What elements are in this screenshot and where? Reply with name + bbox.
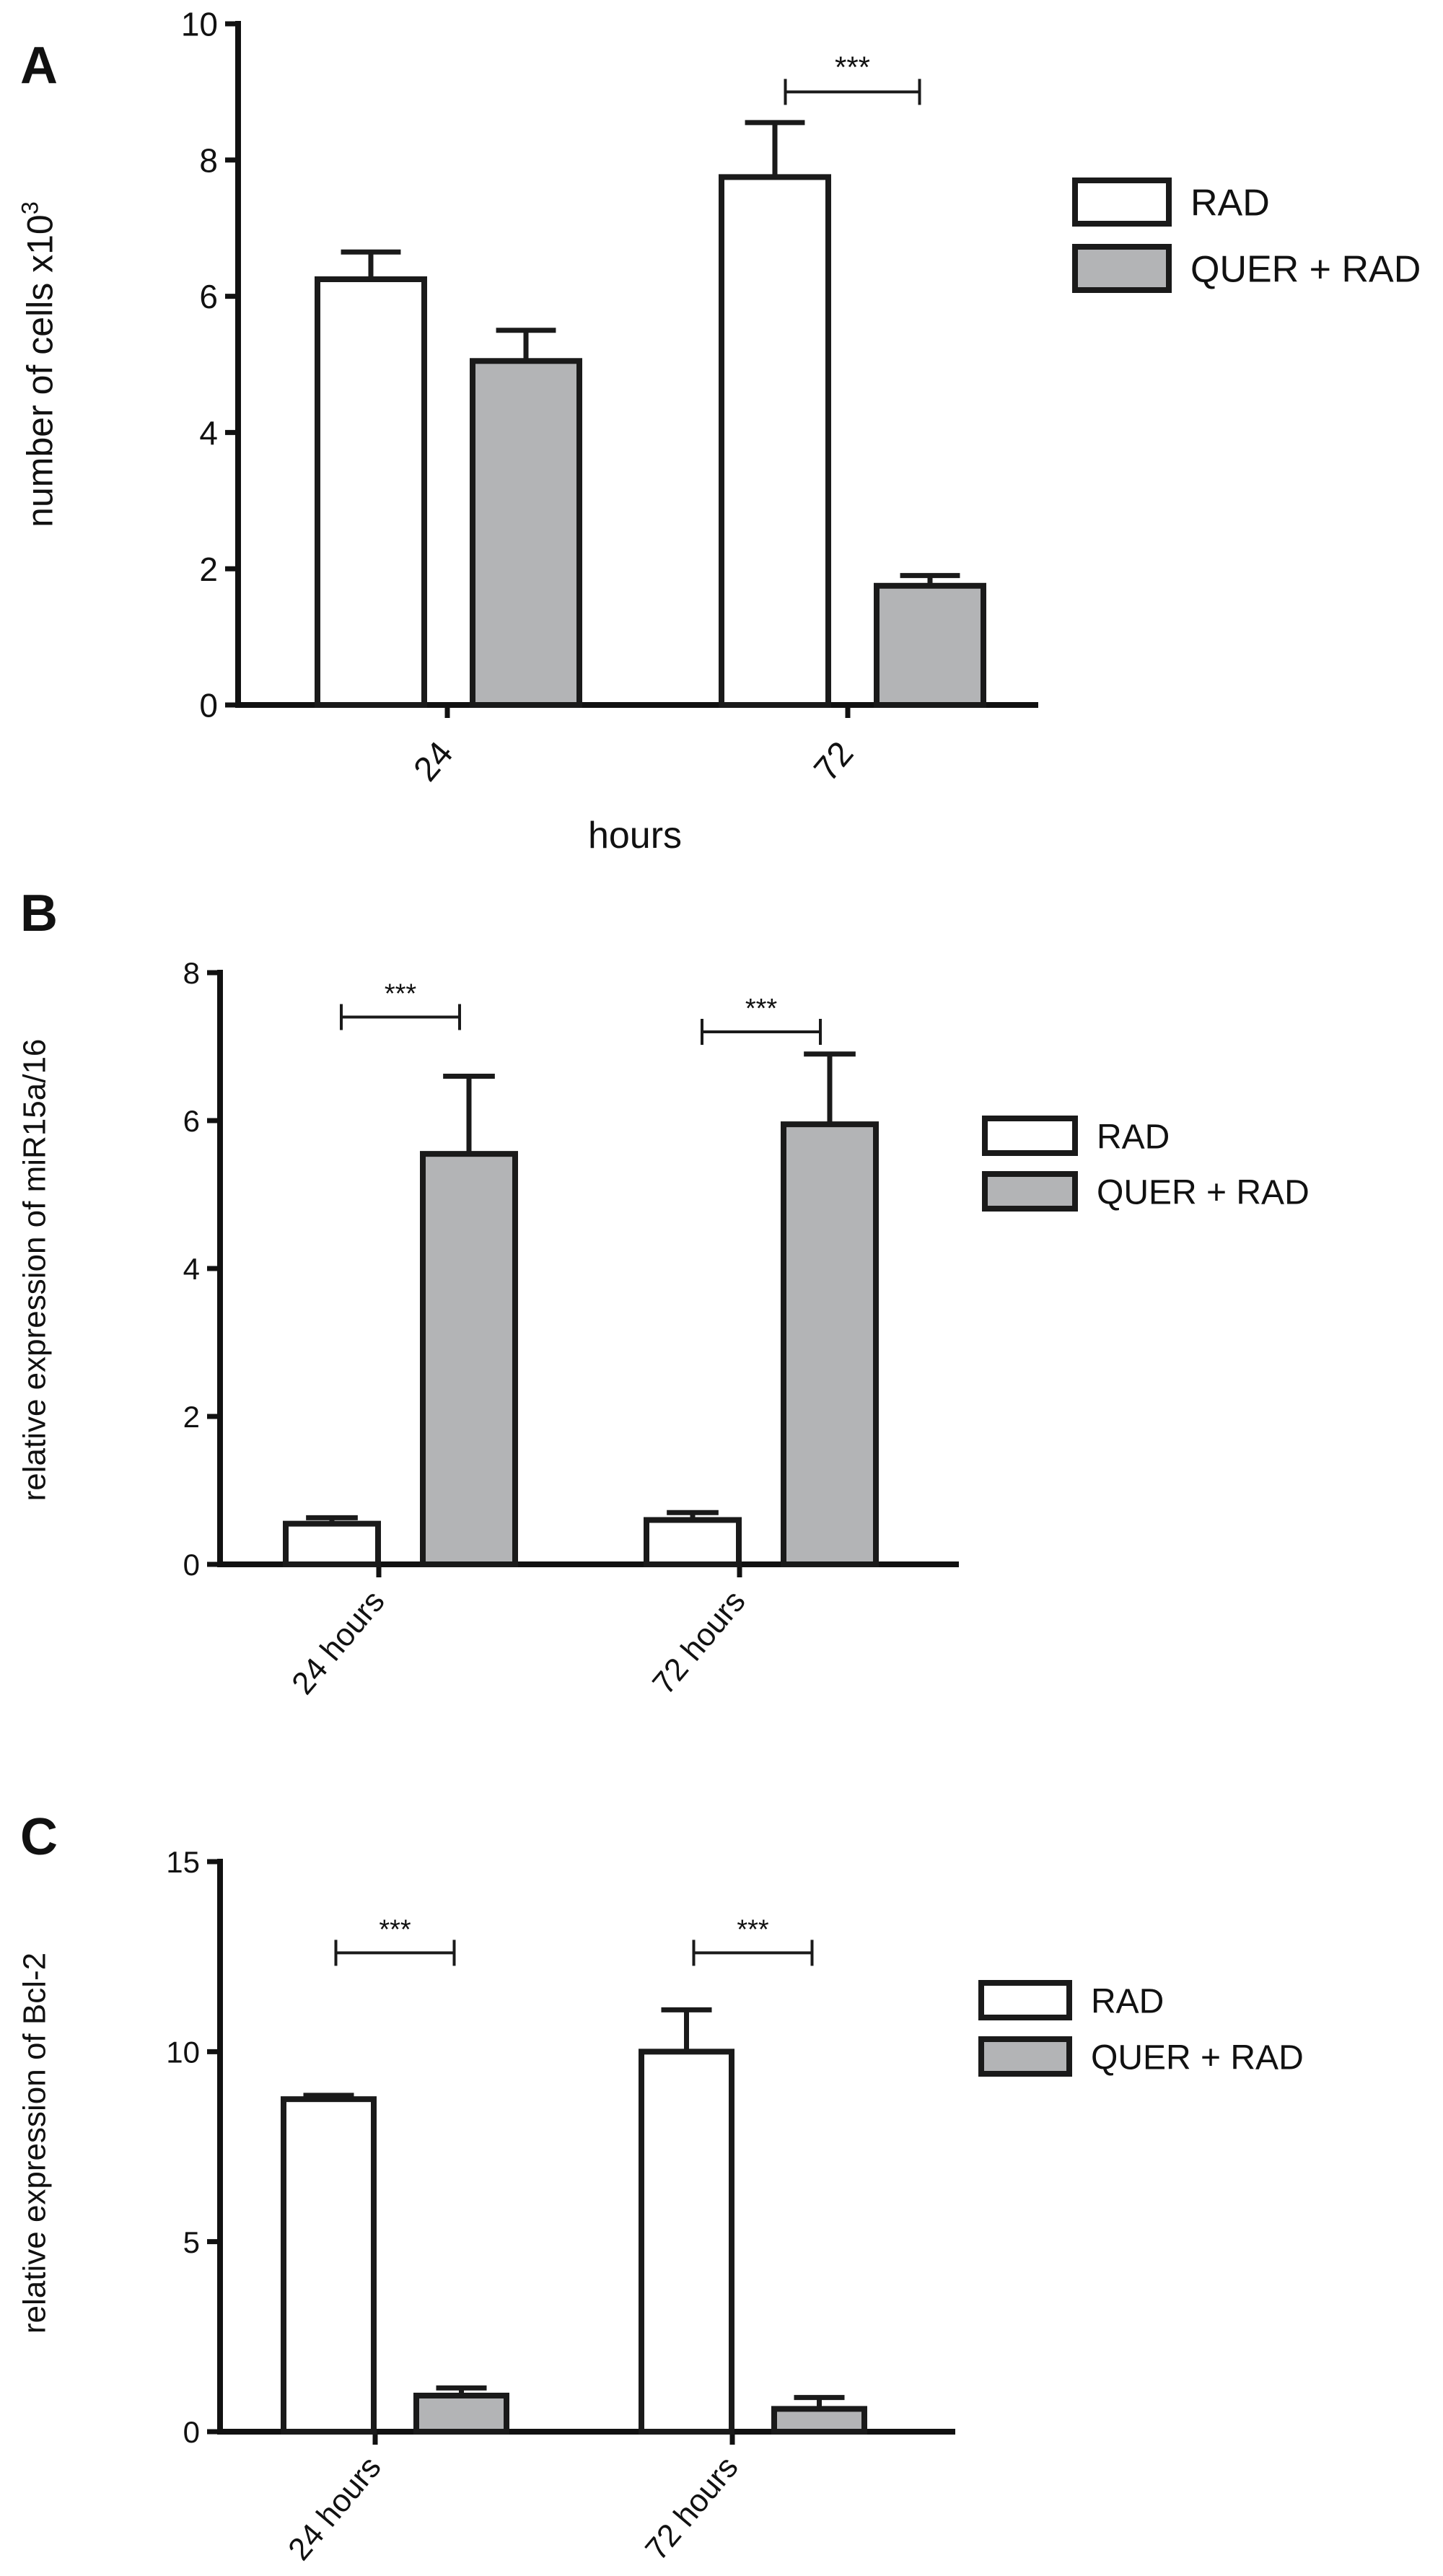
y-axis-label: number of cells x103 bbox=[17, 201, 61, 527]
legend: RAD QUER + RAD bbox=[1072, 178, 1421, 293]
y-tick-label: 2 bbox=[183, 1400, 200, 1434]
bar-quer-rad-24-hours bbox=[413, 2392, 509, 2435]
panel-letter: A bbox=[20, 37, 58, 95]
y-axis-label: relative expression of miR15a/16 bbox=[17, 1039, 52, 1502]
legend-label: RAD bbox=[1190, 183, 1270, 224]
x-tick-label: 24 hours bbox=[285, 1584, 392, 1701]
legend-swatch bbox=[978, 1980, 1072, 2020]
y-tick-label: 8 bbox=[183, 956, 200, 990]
legend-label: QUER + RAD bbox=[1190, 249, 1421, 291]
panel-letter: C bbox=[20, 1808, 58, 1866]
significance-bracket bbox=[701, 1019, 822, 1045]
legend-label: RAD bbox=[1091, 1982, 1164, 2020]
y-tick-label: 0 bbox=[183, 2415, 200, 2449]
y-tick-label: 2 bbox=[199, 551, 218, 588]
bar-rad-72-hours bbox=[639, 2049, 734, 2435]
legend-label: QUER + RAD bbox=[1097, 1173, 1310, 1212]
y-tick-label: 4 bbox=[183, 1252, 200, 1286]
legend-label: RAD bbox=[1097, 1118, 1170, 1156]
significance-bracket bbox=[784, 79, 921, 105]
significance-bracket bbox=[334, 1940, 456, 1966]
legend-swatch bbox=[982, 1116, 1078, 1156]
bar-rad-24-hours bbox=[283, 1520, 381, 1567]
x-axis-label: hours bbox=[588, 815, 682, 857]
x-tick-label: 72 bbox=[807, 735, 861, 789]
y-tick-label: 5 bbox=[183, 2225, 200, 2259]
significance-stars: *** bbox=[385, 979, 417, 1009]
legend: RAD QUER + RAD bbox=[982, 1116, 1310, 1212]
significance-bracket bbox=[692, 1940, 814, 1966]
y-tick-label: 10 bbox=[166, 2035, 200, 2069]
legend-swatch bbox=[978, 2036, 1072, 2077]
legend-label: QUER + RAD bbox=[1091, 2038, 1304, 2077]
chart-panel-c: C 0 5 10 15 relative expression of Bcl-2 24 ho… bbox=[17, 1808, 1303, 2567]
bar-rad-24-hours bbox=[281, 2096, 377, 2435]
legend-swatch bbox=[982, 1171, 1078, 1212]
chart-panel-b: B 0 2 4 6 8 relative expression of miR15a/16 24… bbox=[17, 885, 1309, 1701]
x-tick-label: 24 hours bbox=[281, 2450, 388, 2567]
y-tick-label: 8 bbox=[199, 141, 218, 179]
x-tick-label: 72 hours bbox=[639, 2450, 745, 2567]
bar-quer-rad-72-hours bbox=[771, 2406, 867, 2435]
x-tick-label: 72 hours bbox=[646, 1584, 753, 1701]
bar-quer-rad-72-hours bbox=[781, 1121, 879, 1567]
legend-swatch bbox=[1072, 178, 1172, 227]
significance-bracket bbox=[340, 1004, 461, 1030]
y-tick-label: 15 bbox=[166, 1845, 200, 1879]
y-tick-label: 10 bbox=[181, 6, 218, 43]
y-tick-label: 0 bbox=[199, 687, 218, 724]
y-tick-label: 6 bbox=[183, 1104, 200, 1138]
x-tick-label: 24 bbox=[407, 735, 461, 789]
y-tick-label: 0 bbox=[183, 1548, 200, 1582]
significance-stars: *** bbox=[737, 1914, 769, 1945]
bar-rad-24 bbox=[315, 276, 427, 708]
legend: RAD QUER + RAD bbox=[978, 1980, 1304, 2077]
legend-swatch bbox=[1072, 244, 1172, 293]
y-tick-label: 6 bbox=[199, 278, 218, 315]
significance-stars: *** bbox=[379, 1914, 411, 1945]
y-axis-label-superscript: 3 bbox=[17, 201, 43, 214]
bar-quer-rad-72 bbox=[874, 582, 986, 708]
bar-quer-rad-24 bbox=[470, 358, 582, 708]
panel-letter: B bbox=[20, 885, 58, 942]
bar-rad-72-hours bbox=[644, 1517, 742, 1567]
y-tick-label: 4 bbox=[199, 414, 218, 452]
significance-stars: *** bbox=[745, 994, 778, 1024]
bar-rad-72 bbox=[719, 174, 831, 708]
y-axis-label: relative expression of Bcl-2 bbox=[17, 1953, 52, 2334]
significance-stars: *** bbox=[835, 50, 870, 84]
bar-quer-rad-24-hours bbox=[420, 1151, 518, 1567]
